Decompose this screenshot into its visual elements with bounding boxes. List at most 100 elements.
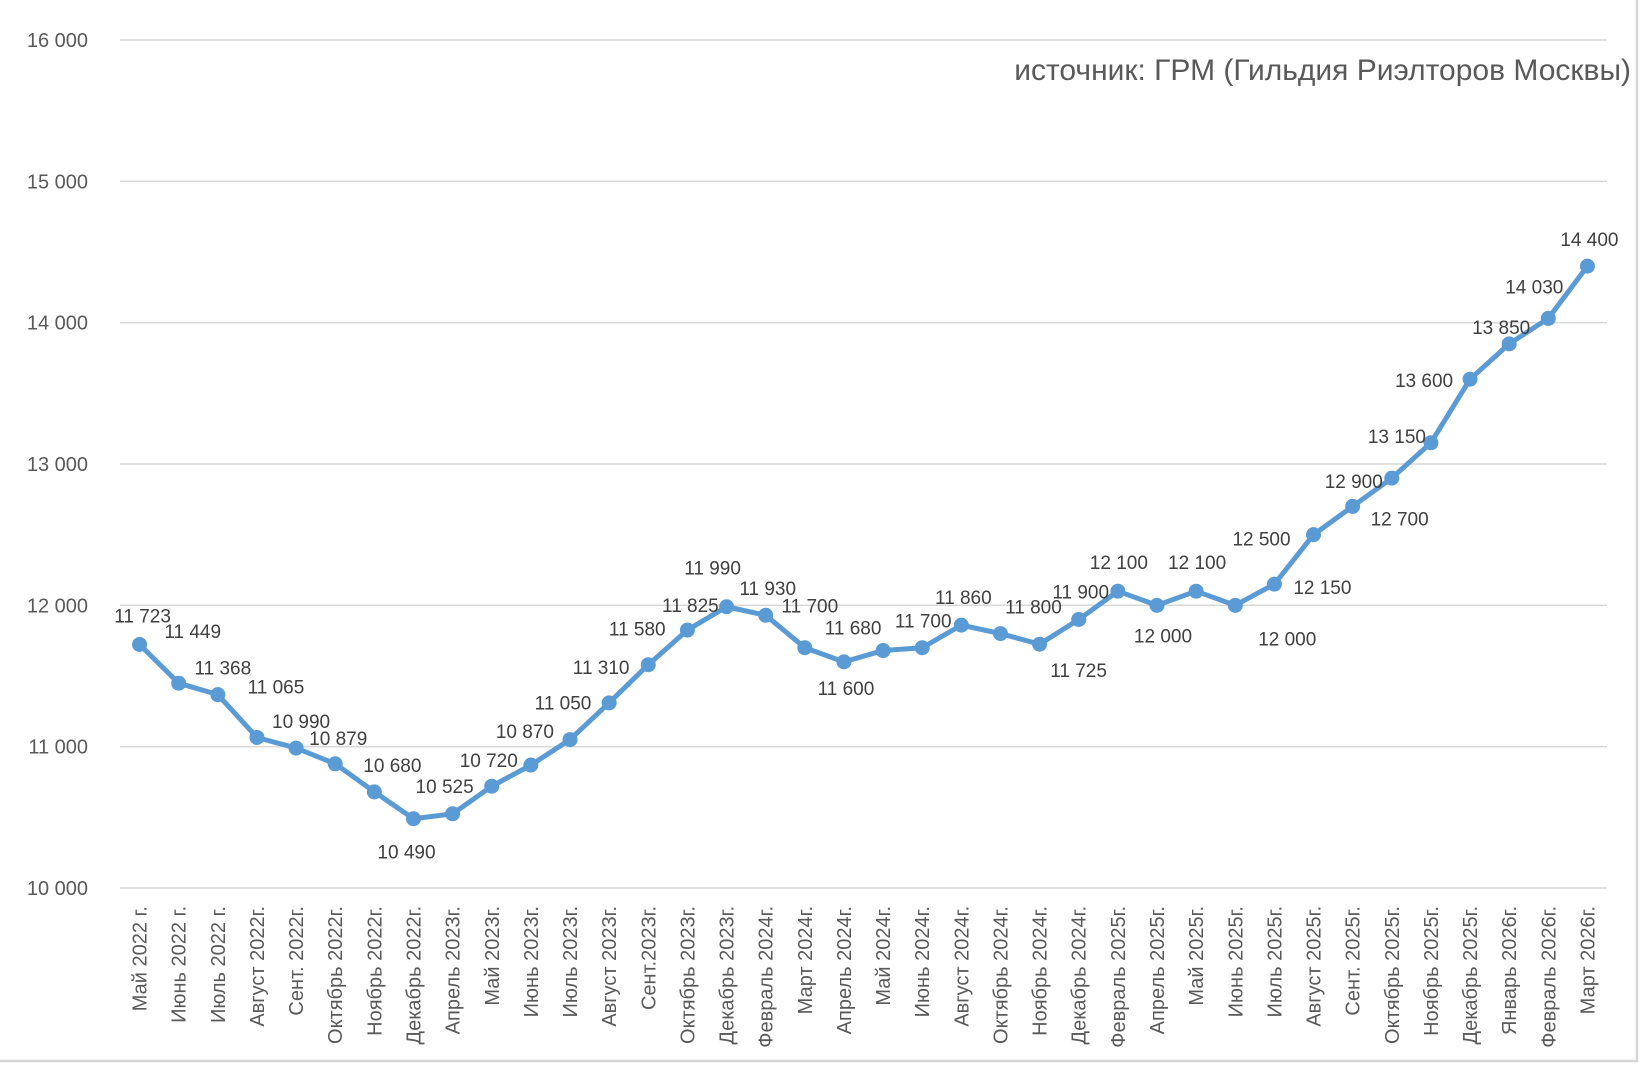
series-line xyxy=(137,263,1590,822)
y-axis-tick-label: 15 000 xyxy=(27,171,88,193)
data-point-marker xyxy=(405,811,421,827)
data-point-label: 10 990 xyxy=(272,712,330,733)
x-axis-tick-label: Июль 2023г. xyxy=(560,906,582,1017)
data-point-label: 11 580 xyxy=(609,620,666,641)
x-axis-tick-label: Июнь 2023г. xyxy=(521,906,543,1017)
x-axis-tick-label: Март 2024г. xyxy=(795,906,817,1014)
y-axis-tick-label: 11 000 xyxy=(28,737,88,759)
data-point-marker xyxy=(171,675,187,691)
x-axis-tick-label: Август 2023г. xyxy=(599,906,621,1027)
data-point-label: 12 000 xyxy=(1134,626,1192,647)
x-axis-tick-label: Декабрь 2025г. xyxy=(1460,906,1482,1044)
data-point-marker xyxy=(1071,611,1087,627)
x-axis-tick-label: Ноябрь 2025г. xyxy=(1421,906,1443,1036)
data-point-label: 10 490 xyxy=(377,843,435,864)
data-point-marker xyxy=(640,657,656,673)
data-point-marker xyxy=(1188,583,1204,599)
data-point-label: 11 065 xyxy=(248,677,305,698)
data-point-label: 12 000 xyxy=(1258,629,1316,650)
x-axis-tick-label: Май 2024г. xyxy=(873,906,895,1006)
data-point-marker xyxy=(1501,336,1517,352)
data-point-marker xyxy=(836,654,852,670)
data-point-label: 13 600 xyxy=(1395,371,1453,392)
data-point-marker xyxy=(1227,597,1243,613)
data-point-label: 11 700 xyxy=(895,612,952,633)
data-point-label: 11 860 xyxy=(935,588,992,609)
x-axis-tick-label: Август 2022г. xyxy=(247,906,269,1027)
data-point-marker xyxy=(523,757,539,773)
x-axis-tick-label: Февраль 2025г. xyxy=(1108,906,1130,1048)
data-point-label: 11 723 xyxy=(114,606,171,627)
data-point-marker xyxy=(992,626,1008,642)
y-axis-tick-label: 16 000 xyxy=(27,30,88,52)
data-point-marker xyxy=(1110,583,1126,599)
x-axis-tick-label: Октябрь 2025г. xyxy=(1382,906,1404,1044)
data-point-label: 14 030 xyxy=(1505,277,1563,298)
x-axis-tick-label: Ноябрь 2024г. xyxy=(1030,906,1052,1036)
data-point-marker xyxy=(1345,498,1361,514)
data-point-marker xyxy=(719,599,735,615)
data-point-label: 10 720 xyxy=(460,751,518,772)
data-point-marker xyxy=(1266,576,1282,592)
x-axis-tick-label: Декабрь 2023г. xyxy=(717,906,739,1044)
x-axis-tick-label: Октябрь 2023г. xyxy=(677,906,699,1044)
data-point-marker xyxy=(210,687,226,703)
data-point-label: 12 700 xyxy=(1371,509,1429,530)
data-point-label: 12 150 xyxy=(1293,578,1351,599)
x-axis-tick-label: Ноябрь 2022г. xyxy=(364,906,386,1036)
data-point-marker xyxy=(953,617,969,633)
data-point-label: 11 825 xyxy=(662,596,719,617)
data-point-label: 11 368 xyxy=(194,659,251,680)
x-axis-tick-label: Июнь 2022 г. xyxy=(169,906,191,1023)
data-point-marker xyxy=(1032,636,1048,652)
data-point-marker xyxy=(366,784,382,800)
y-axis-tick-label: 10 000 xyxy=(27,878,88,900)
x-axis-tick-label: Май 2025г. xyxy=(1186,906,1208,1006)
data-point-marker xyxy=(679,622,695,638)
data-point-label: 11 930 xyxy=(739,579,796,600)
data-point-marker xyxy=(445,806,461,822)
data-point-marker xyxy=(875,643,891,659)
data-point-label: 12 900 xyxy=(1325,472,1383,493)
data-point-label: 12 100 xyxy=(1168,553,1226,574)
data-point-marker xyxy=(249,729,265,745)
x-axis-tick-label: Март 2026г. xyxy=(1577,906,1599,1014)
data-point-marker xyxy=(1579,258,1595,274)
data-point-marker xyxy=(1306,527,1322,543)
x-axis-tick-label: Апрель 2023г. xyxy=(443,906,465,1034)
data-point-marker xyxy=(327,756,343,772)
data-point-marker xyxy=(797,640,813,656)
data-point-label: 12 100 xyxy=(1090,553,1148,574)
data-point-label: 11 050 xyxy=(535,694,592,715)
y-axis-tick-label: 14 000 xyxy=(27,313,88,335)
y-axis-tick-label: 12 000 xyxy=(27,595,88,617)
data-point-label: 11 680 xyxy=(825,619,882,640)
x-axis-tick-label: Апрель 2024г. xyxy=(834,906,856,1034)
data-point-label: 10 870 xyxy=(496,722,554,743)
data-point-label: 10 525 xyxy=(416,777,474,798)
data-point-label: 10 879 xyxy=(309,729,367,750)
data-point-label: 12 500 xyxy=(1232,530,1290,551)
data-point-marker xyxy=(562,732,578,748)
data-point-label: 11 990 xyxy=(684,559,741,580)
x-axis-tick-label: Май 2022 г. xyxy=(130,906,152,1011)
data-point-label: 11 725 xyxy=(1050,661,1107,682)
x-axis-tick-label: Май 2023г. xyxy=(482,906,504,1006)
x-axis-tick-label: Декабрь 2024г. xyxy=(1069,906,1091,1044)
data-point-marker xyxy=(1384,470,1400,486)
x-axis-tick-label: Октябрь 2024г. xyxy=(990,906,1012,1044)
x-axis-tick-label: Сент. 2025г. xyxy=(1343,906,1365,1016)
data-point-marker xyxy=(484,778,500,794)
x-axis-tick-label: Август 2025г. xyxy=(1304,906,1326,1027)
data-point-label: 11 700 xyxy=(781,597,838,618)
x-axis-tick-label: Июль 2022 г. xyxy=(208,906,230,1023)
chart-source-title: источник: ГРМ (Гильдия Риэлторов Москвы) xyxy=(1014,54,1631,87)
data-point-marker xyxy=(1540,310,1556,326)
x-axis-tick-label: Февраль 2026г. xyxy=(1538,906,1560,1048)
x-axis-tick-label: Октябрь 2022г. xyxy=(325,906,347,1044)
x-axis-tick-label: Июнь 2024г. xyxy=(912,906,934,1017)
x-axis-tick-label: Февраль 2024г. xyxy=(756,906,778,1048)
x-axis-tick-label: Январь 2026г. xyxy=(1499,906,1521,1035)
